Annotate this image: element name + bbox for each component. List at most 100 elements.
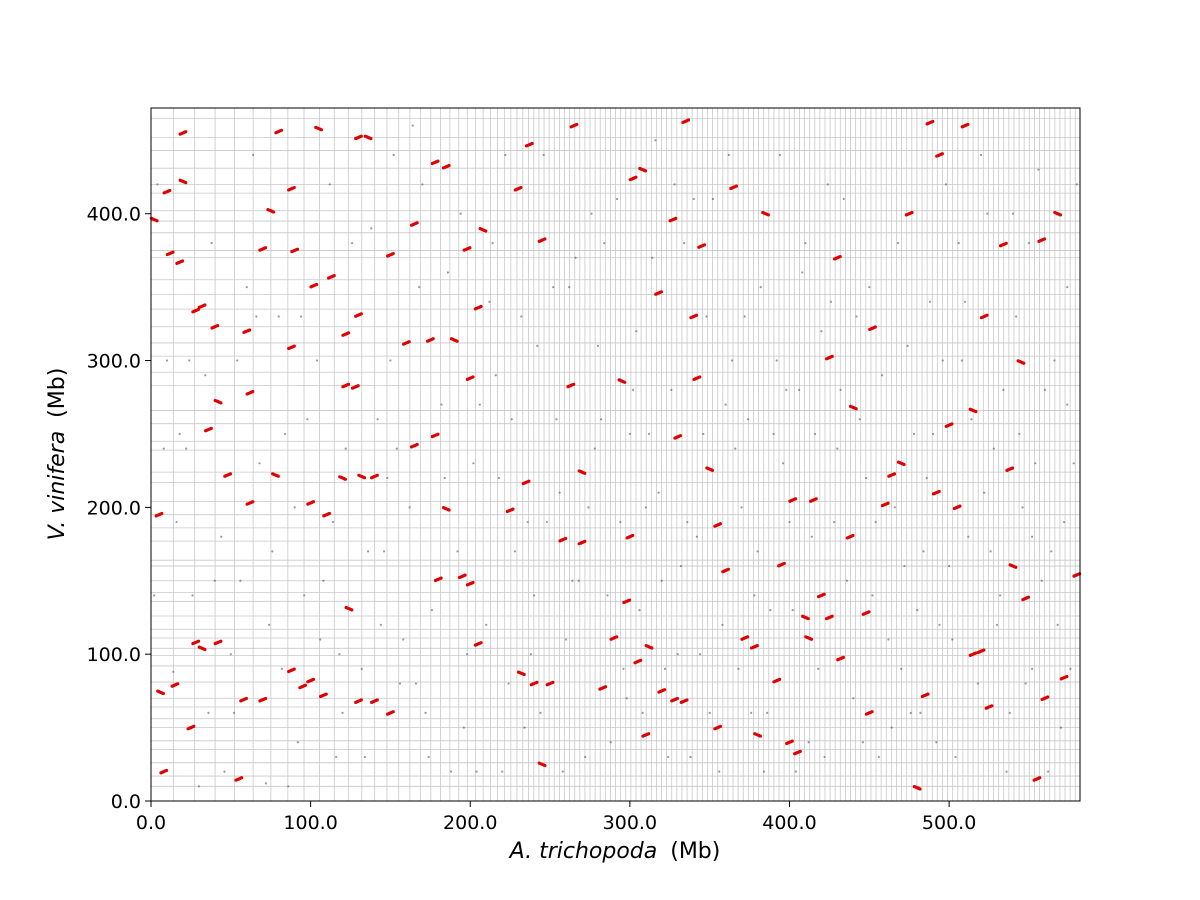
background-hit-point — [740, 506, 743, 509]
background-hit-point — [418, 286, 421, 289]
background-hit-point — [785, 388, 788, 391]
background-hit-point — [603, 241, 606, 245]
background-hit-point — [232, 711, 236, 715]
background-hit-point — [185, 447, 188, 450]
syntenic-anchor-point — [178, 178, 188, 185]
background-hit-point — [635, 330, 638, 333]
background-hit-point — [175, 520, 178, 524]
x-axis-label-unit: (Mb) — [670, 839, 720, 864]
background-hit-point — [928, 300, 932, 303]
syntenic-anchor-point — [537, 237, 547, 243]
background-hit-point — [536, 344, 539, 347]
syntenic-anchor-point — [976, 648, 986, 655]
syntenic-anchor-point — [441, 506, 451, 512]
background-hit-point — [430, 609, 434, 612]
background-hit-point — [491, 241, 494, 245]
background-hit-point — [619, 520, 622, 524]
syntenic-anchor-point — [896, 460, 906, 467]
background-hit-point — [376, 418, 379, 421]
background-hit-point — [424, 711, 427, 715]
background-hit-point — [1069, 667, 1072, 670]
background-hit-point — [584, 755, 587, 759]
syntenic-anchor-point — [998, 241, 1008, 248]
background-hit-point — [628, 432, 631, 436]
background-hit-point — [386, 476, 389, 480]
syntenic-anchor-point — [622, 598, 632, 605]
syntenic-anchor-point — [341, 331, 351, 337]
background-hit-point — [488, 300, 491, 303]
background-hit-point — [1031, 667, 1034, 670]
syntenic-anchor-point — [772, 677, 782, 684]
background-hit-point — [743, 315, 746, 318]
background-hit-point — [197, 785, 200, 788]
background-hit-point — [641, 711, 644, 715]
x-tick-label: 300.0 — [603, 812, 657, 834]
background-hit-point — [647, 432, 651, 436]
background-hit-point — [315, 359, 319, 362]
syntenic-anchor-point — [753, 732, 762, 738]
x-tick-label: 500.0 — [922, 812, 976, 834]
background-hit-point — [564, 638, 568, 641]
syntenic-anchor-point — [609, 635, 619, 641]
syntenic-anchor-point — [641, 732, 651, 738]
background-hit-point — [1050, 550, 1053, 553]
background-hit-point — [1040, 579, 1043, 582]
background-hit-point — [823, 755, 826, 759]
background-hit-point — [299, 315, 303, 318]
background-hit-point — [370, 227, 373, 230]
background-hits-series — [153, 124, 1078, 788]
syntenic-anchor-point — [473, 641, 483, 647]
syntenic-anchor-point — [904, 210, 914, 217]
background-hit-point — [494, 374, 497, 377]
background-hit-point — [1043, 388, 1046, 391]
syntenic-anchor-point — [213, 398, 223, 405]
background-hit-point — [695, 535, 699, 538]
syntenic-anchor-point — [1037, 237, 1047, 243]
background-hit-point — [1062, 520, 1066, 524]
x-tick-label: 0.0 — [136, 812, 166, 834]
syntenic-anchor-point — [598, 685, 608, 691]
syntenic-anchor-point — [740, 635, 750, 641]
syntenic-anchor-point — [197, 645, 207, 652]
background-hit-point — [287, 785, 290, 788]
background-hit-point — [411, 124, 414, 127]
syntenic-anchor-point — [944, 422, 954, 428]
syntenic-anchor-point — [170, 682, 180, 688]
background-hit-point — [983, 491, 986, 494]
background-hit-point — [191, 594, 194, 597]
background-hit-point — [970, 418, 973, 421]
background-hit-point — [277, 315, 280, 318]
background-hit-point — [689, 755, 692, 759]
syntenic-anchor-point — [287, 185, 296, 192]
background-hit-point — [504, 153, 507, 157]
background-hit-point — [925, 476, 928, 480]
y-axis-ticks: 0.0 100.0 200.0 300.0 400.0 — [87, 204, 151, 813]
syntenic-anchors-series — [149, 118, 1082, 791]
syntenic-anchor-point — [625, 533, 635, 540]
background-hit-point — [676, 653, 679, 656]
syntenic-anchor-point — [979, 313, 989, 320]
syntenic-anchor-point — [697, 243, 707, 249]
syntenic-anchor-point — [386, 710, 395, 716]
background-hit-point — [1037, 168, 1040, 171]
background-hit-point — [561, 770, 564, 773]
background-hit-point — [986, 212, 989, 215]
background-hit-point — [252, 153, 255, 157]
background-hit-point — [686, 520, 689, 524]
syntenic-anchor-point — [644, 644, 654, 650]
background-hit-point — [957, 241, 960, 245]
background-hit-point — [485, 623, 488, 626]
background-hit-point — [402, 638, 405, 641]
background-hit-point — [414, 682, 418, 685]
background-hit-point — [303, 594, 306, 597]
background-hit-point — [271, 550, 274, 553]
background-hit-point — [1024, 682, 1027, 685]
syntenic-anchor-point — [729, 184, 739, 191]
background-hit-point — [338, 653, 341, 656]
background-hit-point — [577, 579, 580, 582]
syntenic-anchor-point — [245, 500, 255, 506]
syntenic-anchor-point — [175, 259, 185, 265]
syntenic-anchor-point — [465, 375, 475, 381]
syntenic-anchor-point — [845, 533, 855, 540]
